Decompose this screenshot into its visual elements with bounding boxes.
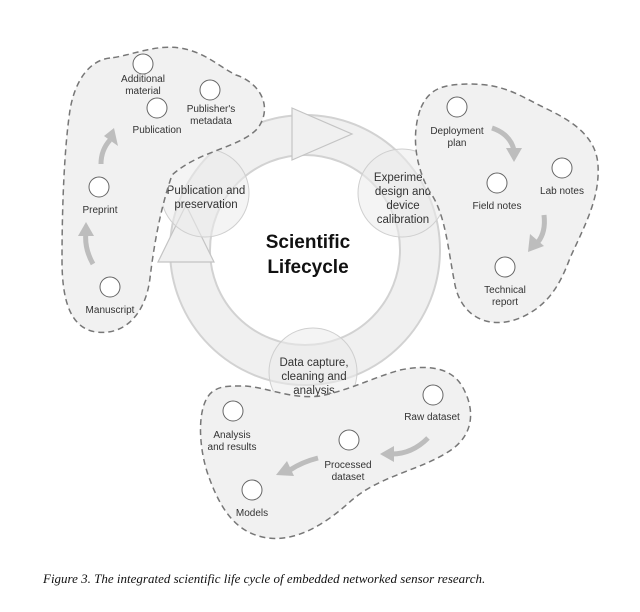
stage-publication: Publication and preservation [160,148,250,238]
processed-dataset-node [338,429,360,451]
stage-experiment-line3: device [386,200,419,212]
technical-report-line2: report [492,297,518,308]
processed-dataset-line2: dataset [332,472,365,483]
right-cluster: Deployment plan Field notes Lab notes Te… [414,83,599,324]
stage-experiment-line4: calibration [377,214,429,226]
left-arrow-upper [98,128,118,165]
analysis-results-line1: Analysis [213,430,250,441]
bottom-cluster-outline [199,366,472,540]
additional-material-line2: material [125,86,161,97]
stage-publication-line1: Publication and [167,185,246,197]
technical-report-node [494,256,516,278]
technical-report-line1: Technical [484,285,526,296]
right-arrow-lower [528,214,547,252]
publishers-metadata-line2: metadata [190,116,232,127]
right-arrow-upper [491,125,522,162]
preprint-label: Preprint [82,205,117,216]
processed-dataset-line1: Processed [324,460,371,471]
left-cluster: Additional material Publisher's metadata… [61,46,266,334]
bottom-arrow-left [276,455,319,476]
models-label: Models [236,508,268,519]
center-title-line2: Lifecycle [267,257,348,278]
manuscript-label: Manuscript [86,305,135,316]
preprint-node [88,176,110,198]
stage-experiment-line1: Experiment [374,172,433,184]
publication-node [146,97,168,119]
deployment-plan-line2: plan [448,138,467,149]
models-node [241,479,263,501]
stage-experiment-line2: design and [375,186,431,198]
figure-caption: Figure 3. The integrated scientific life… [42,571,485,586]
analysis-results-node [222,400,244,422]
raw-dataset-label: Raw dataset [404,412,460,423]
additional-material-node [132,53,154,75]
publishers-metadata-line1: Publisher's [187,104,236,115]
publishers-metadata-node [199,79,221,101]
bottom-arrow-right [380,436,430,462]
field-notes-label: Field notes [473,201,522,212]
stage-capture-line1: Data capture, [279,357,348,369]
lab-notes-label: Lab notes [540,186,584,197]
field-notes-node [486,172,508,194]
stage-publication-line2: preservation [174,199,237,211]
stage-capture-line2: cleaning and [281,371,346,383]
center-title-line1: Scientific [266,232,351,253]
ring-arrowhead-top [291,107,354,161]
raw-dataset-node [422,384,444,406]
additional-material-line1: Additional [121,74,165,85]
left-cluster-outline [61,46,266,334]
publication-label: Publication [133,125,182,136]
manuscript-node [99,276,121,298]
analysis-results-line2: and results [208,442,257,453]
stage-capture-line3: analysis [293,385,335,397]
bottom-cluster: Raw dataset Processed dataset Analysis a… [199,366,472,540]
lab-notes-node [551,157,573,179]
deployment-plan-node [446,96,468,118]
right-cluster-outline [414,83,599,324]
left-arrow-lower [78,222,96,266]
deployment-plan-line1: Deployment [430,126,484,137]
